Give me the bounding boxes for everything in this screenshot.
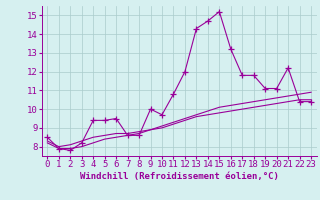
X-axis label: Windchill (Refroidissement éolien,°C): Windchill (Refroidissement éolien,°C)	[80, 172, 279, 181]
